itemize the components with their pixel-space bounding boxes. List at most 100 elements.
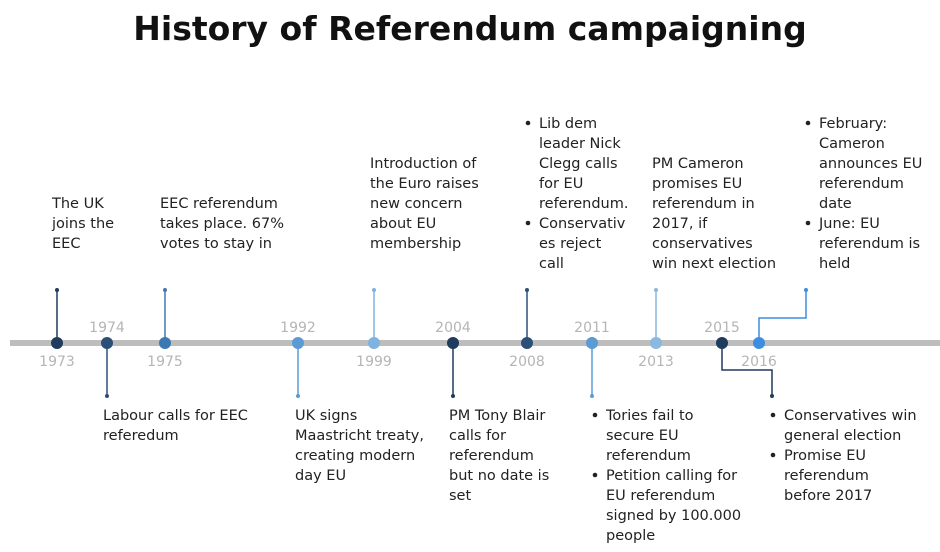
year-dot <box>447 337 459 349</box>
event-text: date <box>819 196 852 212</box>
year-label: 1975 <box>147 354 183 370</box>
event-text: Lib dem <box>539 116 597 132</box>
event-text: people <box>606 528 655 544</box>
year-dot <box>292 337 304 349</box>
event-text: referendum in <box>652 196 755 212</box>
axis-line <box>10 340 940 346</box>
event-text: June: EU <box>818 216 880 232</box>
bullet <box>525 220 531 226</box>
event-text: Tories fail to <box>605 408 694 424</box>
year-dot <box>753 337 765 349</box>
bullet <box>592 472 598 478</box>
year-label: 2013 <box>638 354 674 370</box>
stem-dot <box>770 394 774 398</box>
event-text: referendum <box>449 448 534 464</box>
event-text: new concern <box>370 196 462 212</box>
stem-dot <box>55 288 59 292</box>
bullet <box>525 120 531 126</box>
event-text: membership <box>370 236 461 252</box>
event-text: PM Tony Blair <box>449 408 545 424</box>
event-text: announces EU <box>819 156 922 172</box>
event-text: takes place. 67% <box>160 216 284 232</box>
year-label: 2015 <box>704 320 740 336</box>
event-text: referendum <box>606 448 691 464</box>
event-text: Petition calling for <box>606 468 737 484</box>
year-label: 2004 <box>435 320 471 336</box>
event-text: February: <box>819 116 887 132</box>
event-text: calls for <box>449 428 506 444</box>
event-text: joins the <box>51 216 114 232</box>
year-dot <box>586 337 598 349</box>
stem-dot <box>163 288 167 292</box>
event-text: but no date is <box>449 468 549 484</box>
year-dot <box>159 337 171 349</box>
event-text: referendum is <box>819 236 920 252</box>
stem-dot <box>451 394 455 398</box>
event-text: referendum. <box>539 196 628 212</box>
bullet <box>592 412 598 418</box>
event-text: referendum <box>784 468 869 484</box>
bullet <box>770 412 776 418</box>
event-text: EU referendum <box>606 488 715 504</box>
stem-dot <box>654 288 658 292</box>
event-text: votes to stay in <box>160 236 272 252</box>
year-label: 2011 <box>574 320 610 336</box>
event-text: creating modern <box>295 448 415 464</box>
event-text: Conservativ <box>539 216 626 232</box>
event-text: Clegg calls <box>539 156 618 172</box>
year-label: 2016 <box>741 354 777 370</box>
stem-dot <box>804 288 808 292</box>
event-text: 2017, if <box>652 216 708 232</box>
year-dot <box>650 337 662 349</box>
event-text: signed by 100.000 <box>606 508 741 524</box>
event-text: set <box>449 488 471 504</box>
event-text: general election <box>784 428 901 444</box>
event-text: promises EU <box>652 176 742 192</box>
title: History of Referendum campaigning <box>133 9 806 48</box>
event-text: about EU <box>370 216 436 232</box>
year-dot <box>51 337 63 349</box>
event-text: EEC <box>52 236 80 252</box>
year-label: 1973 <box>39 354 75 370</box>
year-label: 1999 <box>356 354 392 370</box>
connector <box>721 343 773 396</box>
event-text: The UK <box>51 196 104 212</box>
event-text: secure EU <box>606 428 679 444</box>
event-text: referedum <box>103 428 179 444</box>
year-label: 1974 <box>89 320 125 336</box>
event-text: referendum <box>819 176 904 192</box>
stem-dot <box>105 394 109 398</box>
stem-dot <box>590 394 594 398</box>
event-text: win next election <box>652 256 776 272</box>
event-text: conservatives <box>652 236 753 252</box>
event-text: day EU <box>295 468 346 484</box>
event-text: held <box>819 256 850 272</box>
year-dot <box>716 337 728 349</box>
bullet <box>805 120 811 126</box>
event-text: Cameron <box>819 136 885 152</box>
event-text: Conservatives win <box>784 408 917 424</box>
event-text: for EU <box>539 176 583 192</box>
year-dot <box>521 337 533 349</box>
year-label: 1992 <box>280 320 316 336</box>
event-text: Promise EU <box>784 448 866 464</box>
year-label: 2008 <box>509 354 545 370</box>
bullet <box>770 452 776 458</box>
event-text: Introduction of <box>370 156 477 172</box>
event-text: Maastricht treaty, <box>295 428 424 444</box>
event-text: EEC referendum <box>160 196 278 212</box>
event-text: Labour calls for EEC <box>103 408 248 424</box>
connector <box>758 290 807 343</box>
event-text: es reject <box>539 236 602 252</box>
year-dot <box>101 337 113 349</box>
event-text: the Euro raises <box>370 176 479 192</box>
stem-dot <box>372 288 376 292</box>
stem-dot <box>296 394 300 398</box>
stem-dot <box>525 288 529 292</box>
year-dot <box>368 337 380 349</box>
event-text: before 2017 <box>784 488 872 504</box>
bullet <box>805 220 811 226</box>
event-text: call <box>539 256 564 272</box>
event-text: UK signs <box>295 408 357 424</box>
